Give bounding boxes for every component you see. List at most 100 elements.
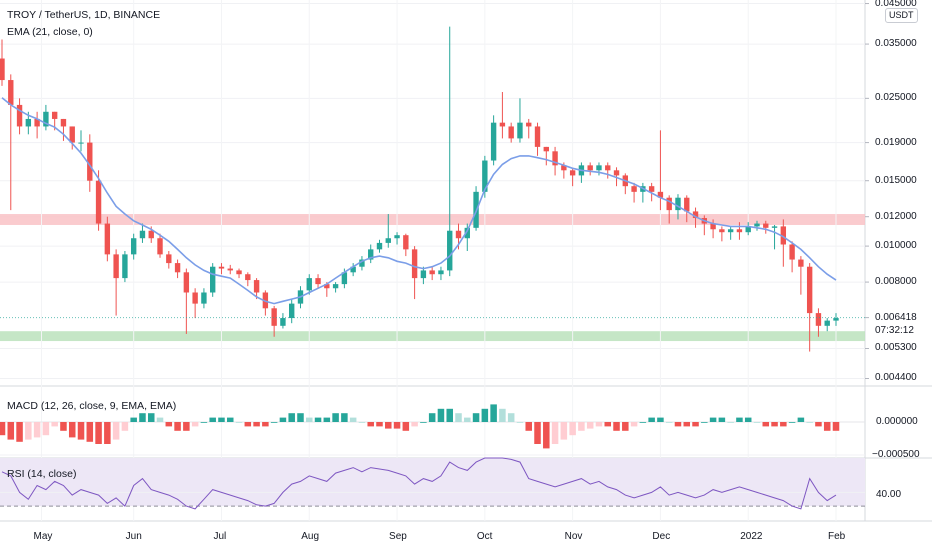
macd-bar	[674, 422, 682, 427]
candle-body	[43, 111, 49, 127]
time-tick-label: Jun	[125, 531, 142, 542]
macd-bar	[112, 422, 120, 440]
macd-bar	[736, 417, 743, 422]
macd-bar	[218, 417, 225, 422]
macd-bar	[420, 422, 427, 423]
macd-bar	[121, 422, 129, 431]
candle-body	[385, 238, 391, 243]
macd-legend[interactable]: MACD (12, 26, close, 9, EMA, EMA)	[7, 400, 177, 412]
currency-badge[interactable]: USDT	[885, 8, 918, 23]
candle-body	[684, 197, 690, 212]
macd-bar	[560, 422, 568, 440]
price-tick-label: 0.025000	[875, 92, 917, 104]
macd-bar	[446, 408, 453, 422]
candle-body	[183, 272, 190, 293]
macd-bar	[42, 422, 50, 436]
macd-bar	[226, 417, 234, 422]
macd-bar	[51, 422, 58, 427]
macd-bar	[156, 417, 164, 422]
macd-bar	[174, 422, 181, 431]
support-zone	[0, 331, 865, 342]
price-tick-label: 0.015000	[875, 174, 917, 186]
bar-countdown: 07:32:12	[875, 324, 914, 336]
rsi-legend[interactable]: RSI (14, close)	[7, 468, 77, 480]
macd-bar	[613, 422, 620, 431]
candle-body	[464, 227, 470, 239]
macd-bar	[323, 417, 331, 422]
macd-bar	[797, 417, 805, 422]
candle-body	[218, 266, 225, 269]
macd-bar	[279, 417, 287, 422]
macd-bar	[744, 417, 752, 422]
macd-bar	[692, 422, 699, 427]
candle-body	[455, 230, 462, 239]
candle-body	[833, 318, 839, 321]
macd-bar	[771, 422, 778, 427]
ema-legend[interactable]: EMA (21, close, 0)	[7, 26, 93, 38]
candle-body	[543, 146, 549, 152]
candle-body	[763, 223, 769, 228]
candle-body	[534, 126, 541, 147]
macd-bar	[253, 422, 260, 427]
macd-bar	[595, 422, 603, 427]
candle-body	[526, 122, 532, 127]
macd-bar	[86, 422, 94, 442]
price-tick-label: 0.004400	[875, 372, 917, 384]
macd-bar	[586, 422, 594, 429]
candle-body	[692, 211, 699, 219]
candle-body	[122, 254, 128, 279]
macd-bar	[472, 413, 480, 422]
time-tick-label: Jul	[213, 531, 227, 542]
macd-bar	[762, 422, 770, 427]
candle-body	[613, 170, 620, 176]
candle-body	[675, 197, 681, 211]
candle-body	[201, 292, 207, 304]
macd-bar	[314, 417, 322, 422]
macd-bar	[77, 422, 85, 440]
macd-bar	[806, 422, 813, 423]
candle-body	[815, 313, 822, 326]
candle-body	[0, 58, 5, 81]
candle-body	[130, 238, 137, 255]
macd-bar	[490, 404, 497, 422]
macd-bar	[341, 413, 348, 422]
macd-bar	[183, 422, 190, 431]
macd-bar	[481, 408, 489, 422]
candle-body	[798, 259, 804, 267]
price-tick-label: 0.019000	[875, 136, 917, 148]
candle-body	[447, 230, 453, 271]
macd-bar	[639, 422, 647, 423]
price-tick-label: 0.005300	[875, 342, 917, 354]
candle-body	[306, 278, 312, 291]
candle-body	[719, 229, 725, 233]
macd-bar	[630, 422, 638, 427]
candle-body	[806, 266, 813, 314]
macd-bar	[332, 413, 339, 422]
time-tick-label: Nov	[564, 531, 583, 542]
macd-bar	[288, 413, 295, 422]
macd-axis-tick-1: −0.000500	[872, 449, 920, 460]
macd-bar	[753, 422, 761, 423]
candle-body	[411, 249, 418, 279]
macd-bar	[0, 422, 6, 436]
macd-bar	[297, 413, 304, 422]
candle-body	[359, 259, 365, 267]
macd-bar	[516, 422, 524, 423]
candle-body	[51, 111, 58, 119]
macd-axis-tick-0: 0.000000	[876, 416, 918, 427]
candle-body	[490, 122, 497, 161]
macd-bar	[665, 422, 673, 423]
candle-body	[95, 180, 102, 224]
candle-body	[420, 270, 427, 279]
macd-bar	[780, 422, 787, 427]
symbol-title[interactable]: TROY / TetherUS, 1D, BINANCE	[7, 9, 161, 21]
rsi-line	[1, 457, 837, 510]
candle-body	[271, 308, 277, 326]
macd-bar	[68, 422, 76, 438]
macd-bar	[534, 422, 541, 444]
candle-body	[771, 226, 778, 228]
price-tick-label: 0.010000	[875, 240, 917, 252]
candle-body	[499, 122, 506, 127]
candle-body	[174, 263, 181, 273]
